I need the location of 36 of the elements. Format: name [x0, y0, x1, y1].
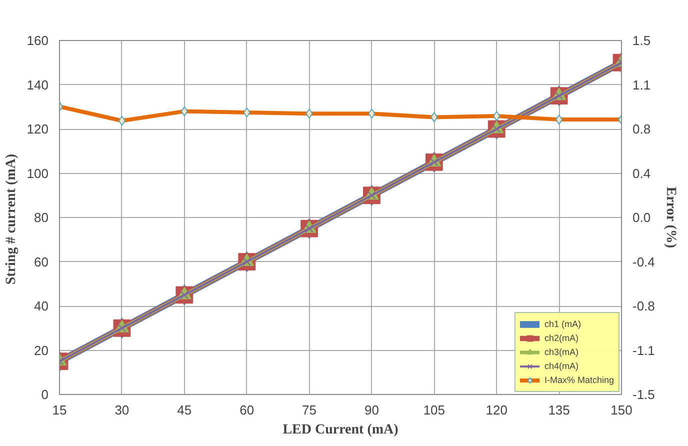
y-tick-label: 60 — [34, 254, 49, 270]
y2-tick-label: 1.1 — [632, 77, 651, 92]
legend-label: I-Max% Matching — [544, 374, 614, 387]
y-tick-label: 120 — [26, 122, 49, 136]
y2-tick-label: 1.5 — [632, 33, 651, 48]
y-tick-label: 20 — [34, 342, 49, 358]
y2-tick-label: -1.5 — [632, 387, 655, 402]
legend-label: ch1 (mA) — [544, 318, 581, 331]
y-tick-label: 160 — [26, 33, 49, 48]
y-axis-title: String # current (mA) — [4, 154, 19, 285]
y2-tick-label: -0.4 — [632, 254, 655, 270]
x-tick-label: 45 — [177, 402, 192, 418]
x-tick-label: 150 — [610, 402, 632, 418]
x-tick-label: 30 — [114, 402, 130, 418]
x-tick-label: 15 — [52, 402, 67, 418]
y2-tick-label: -0.8 — [632, 298, 655, 314]
x-axis-title: LED Current (mA) — [282, 422, 399, 438]
x-tick-label: 135 — [548, 402, 570, 418]
y-tick-label: 140 — [26, 77, 49, 92]
x-tick-label: 105 — [423, 402, 446, 418]
y2-tick-label: 0.8 — [632, 122, 651, 136]
y2-tick-label: 0.4 — [632, 166, 651, 181]
legend-label: ch4(mA) — [544, 360, 578, 373]
y-tick-label: 80 — [34, 210, 49, 225]
y2-tick-label: 0.0 — [632, 210, 651, 225]
y-tick-label: 100 — [26, 166, 49, 181]
y2-tick-label: -1.1 — [632, 342, 655, 358]
y2-axis-title: Error (%) — [662, 186, 678, 248]
x-tick-label: 60 — [240, 402, 254, 418]
x-tick-label: 90 — [364, 402, 379, 418]
y-tick-label: 0 — [41, 387, 49, 402]
y-tick-label: 40 — [34, 298, 49, 314]
x-tick-label: 120 — [486, 402, 508, 418]
legend-label: ch3(mA) — [544, 346, 578, 359]
x-tick-label: 75 — [302, 402, 317, 418]
legend-label: ch2(mA) — [544, 332, 578, 345]
